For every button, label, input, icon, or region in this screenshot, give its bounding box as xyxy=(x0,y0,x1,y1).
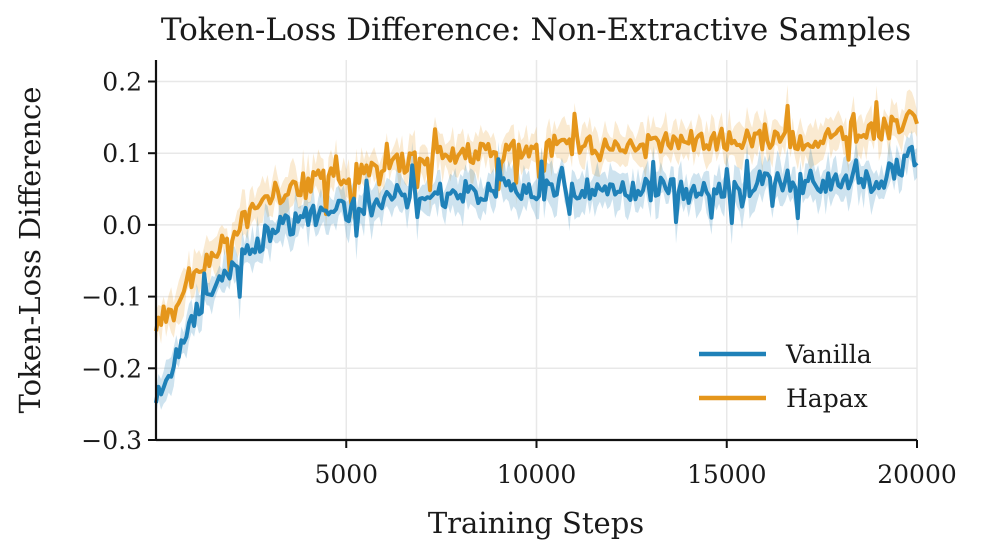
series-lines xyxy=(154,100,919,404)
y-tick-label: −0.3 xyxy=(81,426,142,455)
legend: Vanilla Hapax xyxy=(699,340,872,413)
y-tick-label: −0.2 xyxy=(81,354,142,383)
x-axis-ticks: 5000 10000 15000 20000 xyxy=(314,440,957,489)
y-tick-label: 0.1 xyxy=(102,139,142,168)
y-axis-ticks: 0.2 0.1 0.0 −0.1 −0.2 −0.3 xyxy=(81,68,156,455)
x-tick-label: 15000 xyxy=(687,460,767,489)
y-tick-label: 0.0 xyxy=(102,211,142,240)
legend-label-vanilla: Vanilla xyxy=(785,340,872,369)
chart-title: Token-Loss Difference: Non-Extractive Sa… xyxy=(161,12,911,48)
y-tick-label: −0.1 xyxy=(81,283,142,312)
series-line-hapax xyxy=(154,100,919,332)
y-axis-label: Token-Loss Difference xyxy=(13,87,47,414)
x-tick-label: 20000 xyxy=(877,460,957,489)
y-tick-label: 0.2 xyxy=(102,68,142,97)
x-tick-label: 10000 xyxy=(497,460,577,489)
series-line-vanilla xyxy=(154,144,919,404)
x-tick-label: 5000 xyxy=(314,460,378,489)
x-axis-label: Training Steps xyxy=(428,506,644,540)
series-band-vanilla xyxy=(156,130,917,417)
legend-label-hapax: Hapax xyxy=(786,384,868,413)
